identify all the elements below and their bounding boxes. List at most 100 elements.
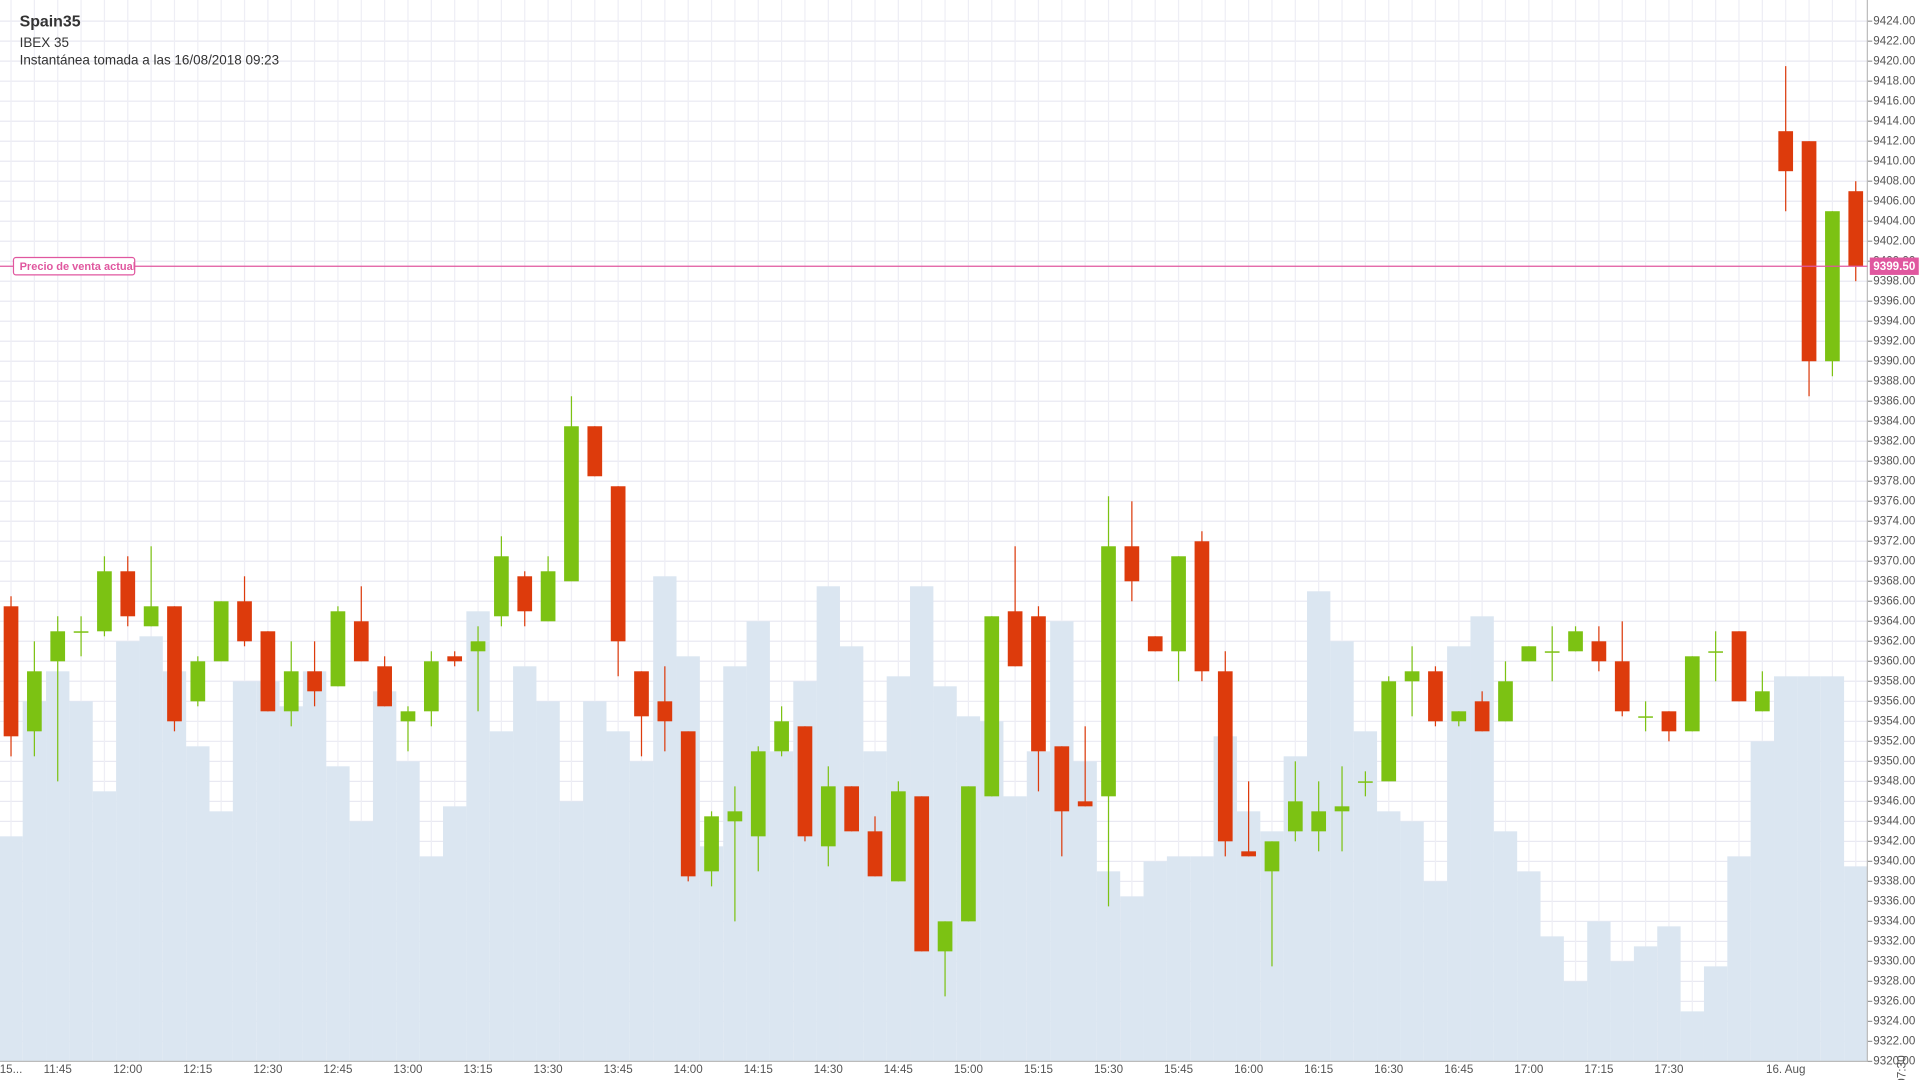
y-tick-label: 9340.00 bbox=[1873, 854, 1916, 867]
candle-body bbox=[97, 571, 112, 632]
y-tick-label: 9322.00 bbox=[1873, 1034, 1916, 1047]
volume-bar bbox=[933, 686, 957, 1062]
candle-body bbox=[680, 731, 696, 877]
y-tick-label: 9370.00 bbox=[1873, 554, 1916, 567]
volume-bar bbox=[1120, 896, 1144, 1062]
y-tick-label: 9402.00 bbox=[1873, 234, 1916, 247]
y-tick-label: 9410.00 bbox=[1873, 154, 1916, 167]
candle-body bbox=[237, 601, 252, 642]
volume-bar bbox=[22, 701, 47, 1062]
y-tick-label: 9350.00 bbox=[1873, 754, 1916, 767]
volume-bar bbox=[1073, 761, 1097, 1062]
x-tick-label: 14:00 bbox=[674, 1063, 704, 1076]
x-tick-label: 14:45 bbox=[884, 1063, 914, 1076]
volume-bar bbox=[583, 701, 607, 1062]
volume-bar bbox=[1400, 821, 1424, 1062]
y-tick-label: 9358.00 bbox=[1873, 674, 1916, 687]
candle-body bbox=[1684, 656, 1700, 732]
candle-body bbox=[470, 641, 486, 652]
y-tick-label: 9364.00 bbox=[1873, 614, 1916, 627]
y-tick-label: 9380.00 bbox=[1873, 454, 1916, 467]
candle-body bbox=[937, 921, 953, 952]
volume-bar bbox=[1493, 831, 1518, 1062]
candle-body bbox=[1708, 651, 1723, 653]
y-tick-label: 9366.00 bbox=[1873, 594, 1916, 607]
volume-bar bbox=[1797, 676, 1821, 1062]
candle-body bbox=[1638, 716, 1653, 718]
candle-body bbox=[774, 721, 789, 752]
candle-body bbox=[167, 606, 182, 722]
candle-body bbox=[1101, 546, 1116, 797]
candle-body bbox=[1147, 636, 1163, 652]
y-tick-label: 9342.00 bbox=[1873, 834, 1916, 847]
volume-bar bbox=[863, 751, 887, 1062]
y-tick-label: 9332.00 bbox=[1873, 934, 1916, 947]
candle-body bbox=[961, 786, 976, 922]
candle-body bbox=[1825, 211, 1840, 362]
y-tick-label: 9392.00 bbox=[1873, 334, 1916, 347]
candle-body bbox=[564, 426, 579, 582]
y-tick-label: 9344.00 bbox=[1873, 814, 1916, 827]
volume-bar bbox=[1774, 676, 1798, 1062]
volume-bar bbox=[372, 691, 397, 1062]
candle-body bbox=[634, 671, 649, 717]
candle-body bbox=[914, 796, 930, 952]
candle-body bbox=[1801, 141, 1817, 362]
candle-body bbox=[1568, 631, 1583, 652]
y-tick-label: 9352.00 bbox=[1873, 734, 1916, 747]
candle-body bbox=[1591, 641, 1607, 662]
volume-bar bbox=[489, 731, 514, 1062]
candle-body bbox=[1007, 611, 1023, 667]
y-tick-label: 9418.00 bbox=[1873, 74, 1916, 87]
current-price-label: Precio de venta actual bbox=[20, 261, 136, 273]
volume-layer bbox=[0, 576, 1868, 1062]
volume-bar bbox=[69, 701, 93, 1062]
x-tick-label: 13:15 bbox=[463, 1063, 493, 1076]
y-tick-label: 9406.00 bbox=[1873, 194, 1916, 207]
candle-body bbox=[1498, 681, 1513, 722]
volume-bar bbox=[606, 731, 630, 1062]
x-tick-label: 16. Aug bbox=[1766, 1063, 1805, 1076]
volume-bar bbox=[279, 706, 303, 1062]
candle-body bbox=[1311, 811, 1327, 832]
volume-bar bbox=[1026, 751, 1051, 1062]
volume-bar bbox=[1540, 936, 1564, 1062]
volume-bar bbox=[139, 636, 163, 1062]
volume-bar bbox=[116, 641, 140, 1062]
current-price-value: 9399.50 bbox=[1873, 260, 1916, 273]
volume-bar bbox=[396, 761, 420, 1062]
candle-body bbox=[1731, 631, 1747, 702]
y-tick-label: 9408.00 bbox=[1873, 174, 1916, 187]
y-tick-label: 9382.00 bbox=[1873, 434, 1916, 447]
candle-body bbox=[984, 616, 1000, 797]
volume-bar bbox=[559, 801, 584, 1062]
chart-title: Spain35 bbox=[20, 13, 81, 31]
volume-bar bbox=[1423, 881, 1448, 1062]
candle-body bbox=[1077, 801, 1093, 807]
volume-bar bbox=[1236, 811, 1261, 1062]
y-tick-label: 9354.00 bbox=[1873, 714, 1916, 727]
current-price-tag bbox=[12, 256, 136, 276]
volume-bar bbox=[536, 701, 560, 1062]
volume-bar bbox=[302, 671, 327, 1062]
candle-body bbox=[423, 661, 439, 712]
candle-body bbox=[727, 811, 743, 822]
chart-subtitle: IBEX 35 bbox=[20, 35, 69, 50]
volume-bar bbox=[1190, 856, 1214, 1062]
volume-bar bbox=[1563, 981, 1588, 1062]
candle-body bbox=[891, 791, 906, 882]
x-tick-label: 13:45 bbox=[604, 1063, 634, 1076]
candle-body bbox=[1474, 701, 1490, 732]
volume-bar bbox=[839, 646, 864, 1062]
x-tick-label: 12:30 bbox=[253, 1063, 283, 1076]
volume-bar bbox=[1003, 796, 1027, 1062]
candle-body bbox=[494, 556, 509, 617]
candle-body bbox=[844, 786, 860, 832]
candle-body bbox=[820, 786, 836, 847]
candle-body bbox=[1661, 711, 1677, 732]
volume-bar bbox=[232, 681, 257, 1062]
x-tick-label: 15... bbox=[0, 1063, 22, 1076]
candle-body bbox=[1031, 616, 1046, 752]
y-tick-label: 9374.00 bbox=[1873, 514, 1916, 527]
